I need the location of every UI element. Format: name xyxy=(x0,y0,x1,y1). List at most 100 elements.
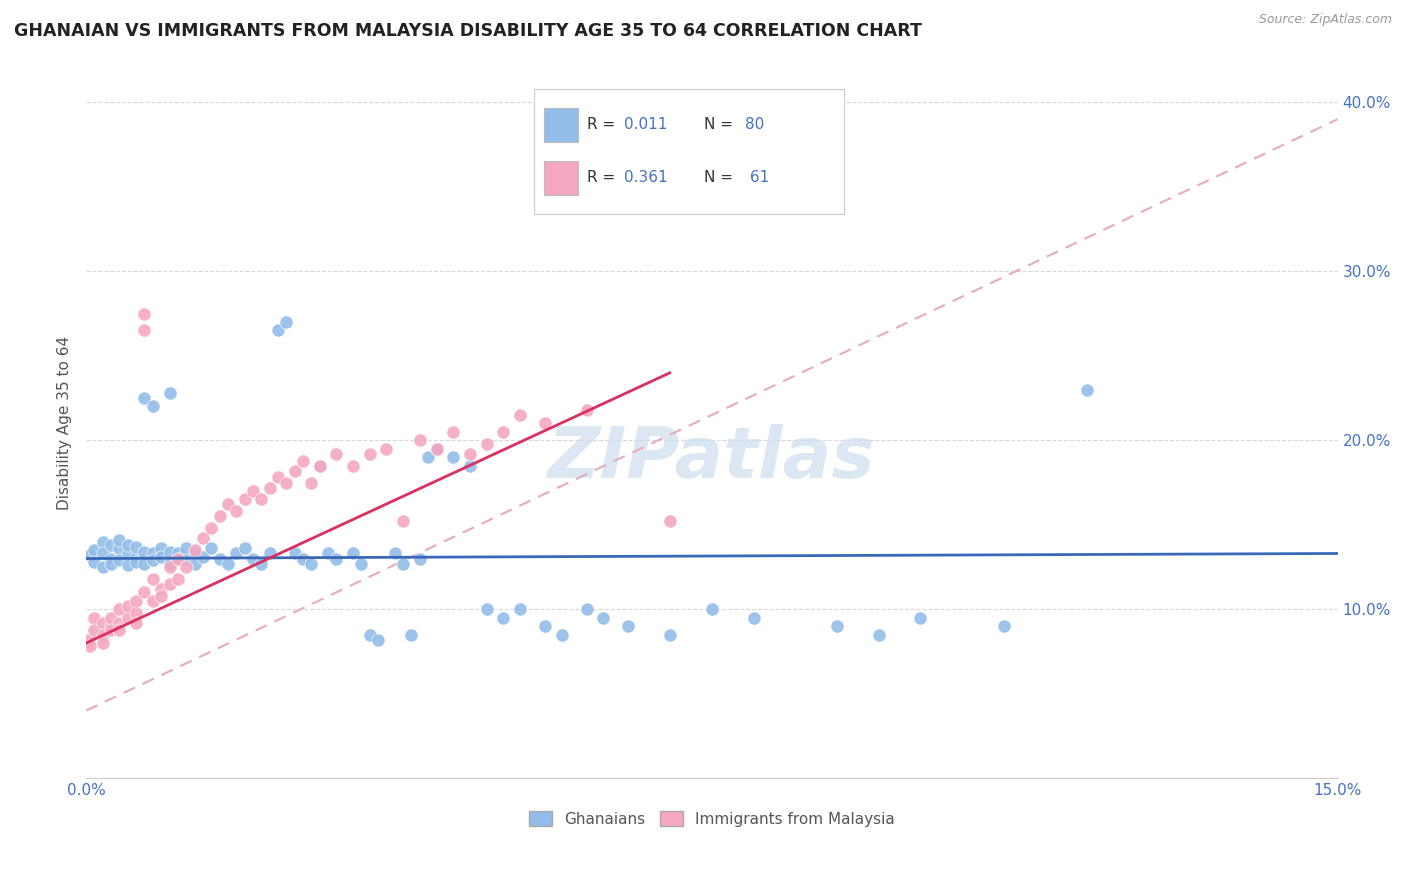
Point xyxy=(159,386,181,401)
Point xyxy=(79,640,101,654)
Point xyxy=(225,546,247,560)
Text: GHANAIAN VS IMMIGRANTS FROM MALAYSIA DISABILITY AGE 35 TO 64 CORRELATION CHART: GHANAIAN VS IMMIGRANTS FROM MALAYSIA DIS… xyxy=(14,22,922,40)
FancyBboxPatch shape xyxy=(544,108,578,142)
Point xyxy=(117,538,139,552)
Point xyxy=(259,546,281,560)
Legend: Ghanaians, Immigrants from Malaysia: Ghanaians, Immigrants from Malaysia xyxy=(522,803,903,834)
Point xyxy=(174,560,197,574)
Point xyxy=(117,546,139,560)
Point xyxy=(534,619,557,633)
Point xyxy=(659,515,682,529)
Point xyxy=(217,498,239,512)
Point xyxy=(142,553,165,567)
Point xyxy=(267,323,290,337)
Point xyxy=(91,615,114,630)
Point xyxy=(134,585,156,599)
Point xyxy=(550,627,572,641)
Point xyxy=(342,458,364,473)
Point xyxy=(401,627,423,641)
Point xyxy=(617,619,640,633)
Point xyxy=(125,606,148,620)
Point xyxy=(108,541,131,556)
Point xyxy=(166,551,188,566)
Point xyxy=(384,546,406,560)
Point xyxy=(83,543,105,558)
Point xyxy=(159,577,181,591)
Point xyxy=(100,557,122,571)
Point xyxy=(359,447,381,461)
Point xyxy=(492,425,515,439)
Point xyxy=(441,450,464,465)
Point xyxy=(134,323,156,337)
Point xyxy=(108,623,131,637)
Point xyxy=(299,557,322,571)
Text: 0.361: 0.361 xyxy=(624,169,668,185)
Point xyxy=(166,546,188,560)
Point xyxy=(166,572,188,586)
Point xyxy=(117,610,139,624)
Point xyxy=(100,551,122,566)
Point xyxy=(316,546,339,560)
Point xyxy=(100,538,122,552)
Point xyxy=(868,627,890,641)
Point xyxy=(117,599,139,613)
Point xyxy=(575,402,598,417)
Point xyxy=(174,553,197,567)
Point xyxy=(1076,383,1098,397)
Point xyxy=(100,623,122,637)
Point xyxy=(534,417,557,431)
Point xyxy=(299,475,322,490)
Point xyxy=(83,610,105,624)
Point xyxy=(125,540,148,554)
Point xyxy=(142,572,165,586)
Point xyxy=(392,557,415,571)
Point xyxy=(134,391,156,405)
Point xyxy=(242,483,264,498)
Point xyxy=(150,549,173,564)
Text: ZIPatlas: ZIPatlas xyxy=(548,425,876,493)
Point xyxy=(117,558,139,573)
Point xyxy=(183,543,205,558)
Point xyxy=(276,475,298,490)
Point xyxy=(208,509,231,524)
Point xyxy=(108,615,131,630)
Point xyxy=(492,610,515,624)
Point xyxy=(825,619,848,633)
Text: R =: R = xyxy=(586,117,620,132)
Point xyxy=(225,504,247,518)
Point xyxy=(108,533,131,547)
Point xyxy=(284,546,307,560)
Point xyxy=(250,557,273,571)
Point xyxy=(359,627,381,641)
Point xyxy=(993,619,1015,633)
Point xyxy=(183,557,205,571)
Point xyxy=(284,464,307,478)
Point xyxy=(174,541,197,556)
Y-axis label: Disability Age 35 to 64: Disability Age 35 to 64 xyxy=(58,336,72,510)
Point xyxy=(200,521,222,535)
Point xyxy=(425,442,447,456)
Point xyxy=(108,553,131,567)
Point xyxy=(250,492,273,507)
Point xyxy=(159,557,181,571)
Point xyxy=(292,453,315,467)
Point xyxy=(259,481,281,495)
Point xyxy=(134,557,156,571)
Point xyxy=(83,623,105,637)
Point xyxy=(150,582,173,596)
Point xyxy=(458,458,481,473)
Point xyxy=(276,315,298,329)
Point xyxy=(91,546,114,560)
Point xyxy=(475,602,498,616)
Point xyxy=(125,594,148,608)
Point xyxy=(91,627,114,641)
Point xyxy=(458,447,481,461)
Point xyxy=(325,447,347,461)
Point xyxy=(134,545,156,559)
Point xyxy=(509,602,531,616)
Point xyxy=(418,450,440,465)
Point xyxy=(125,549,148,564)
Point xyxy=(392,515,415,529)
Point xyxy=(125,555,148,569)
Point xyxy=(108,602,131,616)
